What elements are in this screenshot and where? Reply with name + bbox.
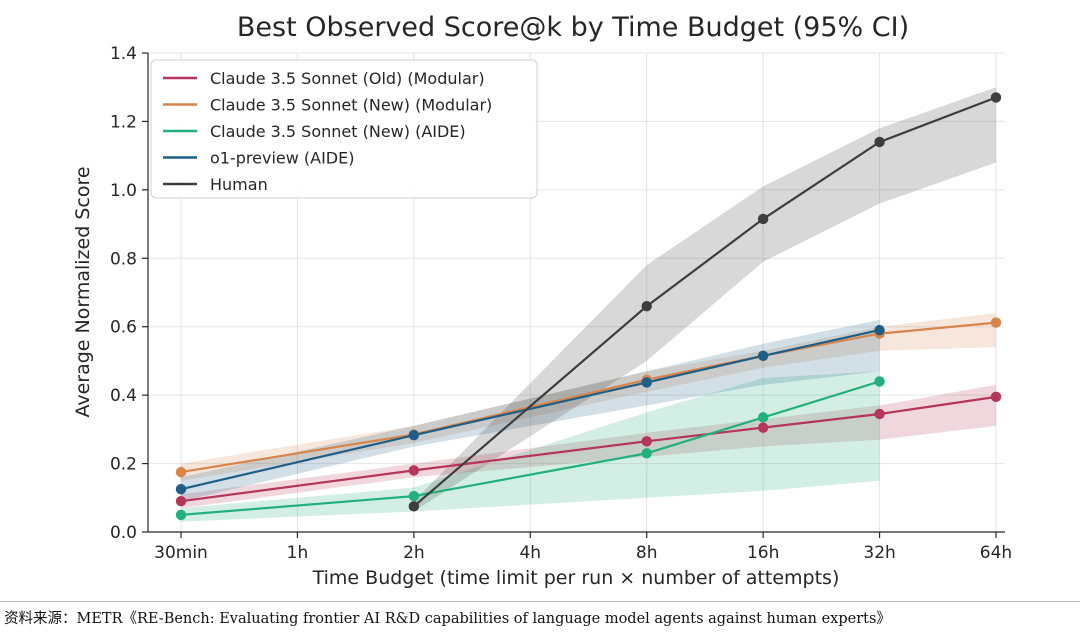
y-tick-label: 0.0 [110,523,137,543]
data-point [641,300,652,312]
data-point [408,465,420,476]
data-point [874,136,885,148]
confidence-bands [181,87,996,522]
data-point [641,436,652,447]
x-tick-label: 2h [403,543,425,563]
x-axis-label: Time Budget (time limit per run × number… [312,567,840,589]
legend-label: o1-preview (AIDE) [210,149,354,168]
data-point [175,466,187,478]
y-axis-label: Average Normalized Score [72,166,94,417]
x-tick-label: 32h [863,543,895,563]
data-point [175,484,187,495]
y-tick-label: 1.4 [110,44,137,64]
data-point [990,391,1002,403]
legend-label: Claude 3.5 Sonnet (New) (Modular) [210,96,492,115]
ci-band [181,319,880,502]
x-tick-label: 8h [636,543,658,563]
ci-band [181,371,880,522]
data-point [990,92,1002,103]
legend: Claude 3.5 Sonnet (Old) (Modular) Claude … [150,59,538,199]
y-tick-label: 0.8 [110,249,137,269]
grid-lines [148,52,1005,533]
chart-title: Best Observed Score@k by Time Budget (95… [237,12,909,43]
y-ticks: 0.0 0.2 0.4 0.6 0.8 1.0 1.2 1.4 [110,44,148,543]
legend-label: Claude 3.5 Sonnet (Old) (Modular) [210,69,485,88]
y-tick-label: 0.6 [110,318,137,338]
data-point [990,317,1002,328]
data-point [408,501,420,512]
legend-label: Human [210,175,268,194]
data-point [874,408,885,420]
series-line [180,321,997,474]
data-point [874,376,885,387]
legend-label: Claude 3.5 Sonnet (New) (AIDE) [210,122,466,141]
y-tick-label: 0.2 [110,455,137,475]
source-note: 资料来源：METR《RE-Bench: Evaluating frontier … [4,611,891,627]
x-tick-label: 1h [287,543,309,563]
x-tick-label: 64h [980,543,1012,563]
data-point [641,448,652,459]
x-tick-label: 30min [154,543,208,563]
y-tick-label: 1.2 [110,112,137,132]
legend-box [150,59,538,199]
ci-band [181,384,996,509]
y-tick-label: 0.4 [110,386,137,406]
data-point [175,509,187,521]
y-tick-label: 1.0 [110,181,137,201]
data-point [757,213,769,225]
data-point [757,350,769,361]
ci-band [413,87,996,512]
x-tick-label: 16h [747,543,779,563]
score-chart: Best Observed Score@k by Time Budget (95… [72,12,1012,589]
data-point [408,490,420,502]
data-point [175,496,187,507]
data-point [408,429,420,441]
data-point [874,324,885,336]
data-point [757,422,769,433]
data-point [757,412,769,423]
x-ticks: 30min 1h 2h 4h 8h 16h 32h 64h [154,532,1012,563]
series-points [175,92,1002,521]
data-point [641,377,652,388]
x-tick-label: 4h [519,543,541,563]
source-divider [0,601,1080,602]
